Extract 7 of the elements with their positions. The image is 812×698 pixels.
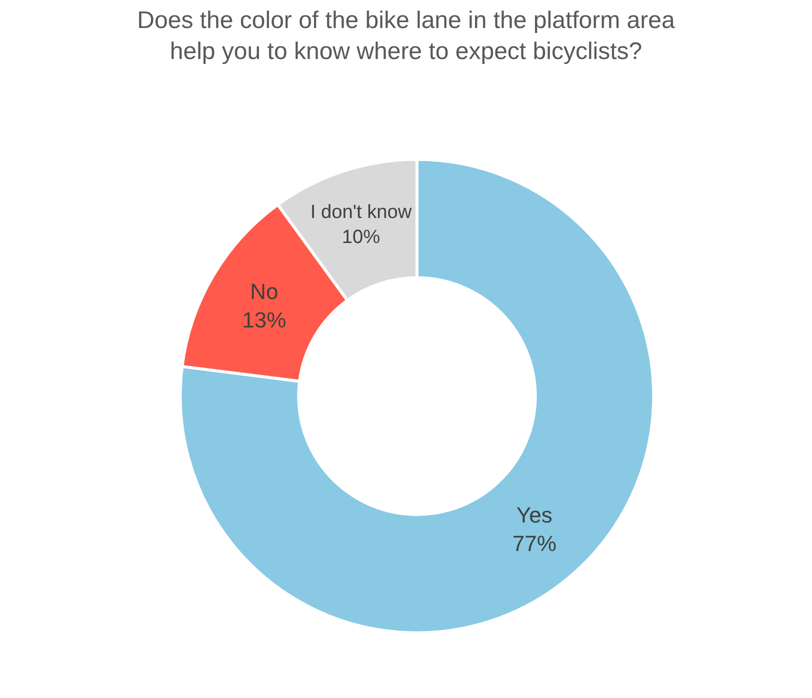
data-label: 13%	[242, 308, 286, 333]
data-label: 77%	[512, 531, 556, 556]
data-label: 10%	[342, 227, 380, 248]
slice-label: No	[250, 278, 278, 304]
chart-title: Does the color of the bike lane in the platform area help you to know where to expect bicyclists?	[137, 6, 676, 66]
slice-label: I don't know	[310, 202, 412, 224]
slice-label: Yes	[516, 502, 552, 528]
